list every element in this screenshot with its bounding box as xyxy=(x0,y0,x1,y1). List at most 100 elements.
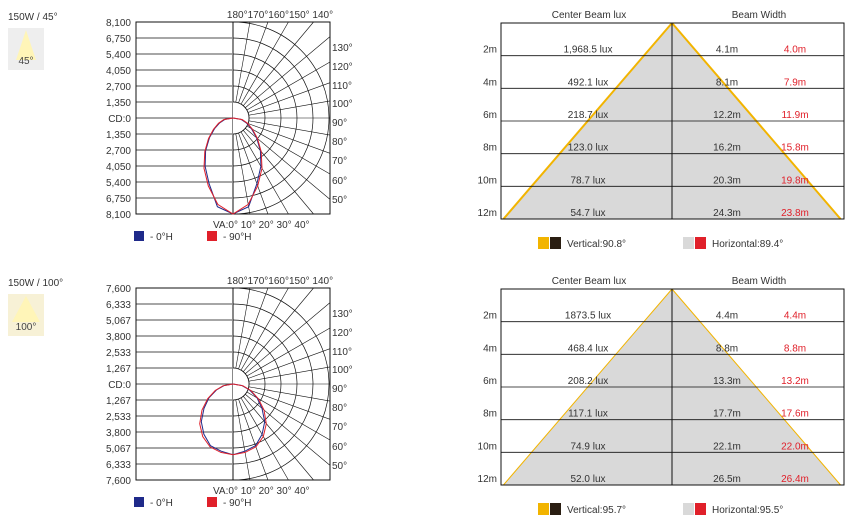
beam-width-vertical: 17.7m xyxy=(713,409,741,420)
legend-swatch xyxy=(683,503,694,515)
beam-width-vertical: 20.3m xyxy=(713,175,741,186)
right-angle-label: 50° xyxy=(332,461,347,472)
polar-spoke xyxy=(235,133,251,215)
right-angle-label: 60° xyxy=(332,176,347,187)
intensity-label: 2,533 xyxy=(106,348,131,359)
beam-width-vertical: 4.4m xyxy=(716,311,738,322)
polar-spoke xyxy=(248,366,331,382)
intensity-label: 8,100 xyxy=(106,18,131,29)
polar-spoke xyxy=(235,399,251,481)
beam-width-horizontal: 23.8m xyxy=(781,208,809,219)
intensity-label: 6,333 xyxy=(106,300,131,311)
beam-width-vertical: 13.3m xyxy=(713,376,741,387)
legend-vertical: Vertical:90.8° xyxy=(567,239,626,250)
intensity-label: 3,800 xyxy=(106,428,131,439)
beam-width-horizontal: 11.9m xyxy=(781,110,808,121)
polar-spoke xyxy=(240,131,289,215)
legend-swatch xyxy=(207,231,217,241)
bottom-angle-labels: VA:0° 10° 20° 30° 40° xyxy=(213,486,310,497)
center-lux-value: 78.7 lux xyxy=(570,175,605,186)
legend-horizontal: Horizontal:95.5° xyxy=(712,505,783,516)
beam-table: Center Beam lux Beam Width 2m 1,968.5 lux 4.… xyxy=(478,10,845,250)
beam-width-horizontal: 22.0m xyxy=(781,441,809,452)
center-lux-value: 1873.5 lux xyxy=(565,311,611,322)
right-angle-label: 90° xyxy=(332,384,347,395)
legend-swatch xyxy=(134,231,144,241)
beam-width-horizontal: 15.8m xyxy=(781,143,809,154)
polar-spoke xyxy=(246,327,331,377)
center-lux-value: 468.4 lux xyxy=(568,343,609,354)
right-angle-label: 60° xyxy=(332,442,347,453)
polar-spoke xyxy=(238,132,269,215)
right-angle-label: 50° xyxy=(332,195,347,206)
right-angle-label: 110° xyxy=(332,347,352,358)
beam-width-vertical: 8.8m xyxy=(716,343,738,354)
polar-spoke xyxy=(243,287,314,372)
right-angle-label: 80° xyxy=(332,137,347,148)
beam-width-horizontal: 19.8m xyxy=(781,175,809,186)
polar-spoke xyxy=(247,123,331,154)
beam-angle-icon: 100° xyxy=(8,294,44,336)
right-angle-label: 110° xyxy=(332,81,352,92)
legend-swatch xyxy=(550,503,561,515)
beam-width-vertical: 16.2m xyxy=(713,143,741,154)
center-lux-value: 52.0 lux xyxy=(570,474,605,485)
polar-spoke xyxy=(246,61,331,111)
right-angle-label: 100° xyxy=(332,99,353,110)
intensity-label: 2,700 xyxy=(106,146,131,157)
polar-spoke xyxy=(247,82,331,113)
intensity-label: CD:0 xyxy=(108,380,131,391)
intensity-label: 5,067 xyxy=(106,316,131,327)
polar-spoke xyxy=(245,394,331,466)
legend-swatch xyxy=(695,237,706,249)
legend-swatch xyxy=(134,497,144,507)
polar-spoke xyxy=(248,100,331,116)
intensity-label: 6,750 xyxy=(106,194,131,205)
intensity-label: 3,800 xyxy=(106,332,131,343)
polar-spoke xyxy=(243,130,314,215)
polar-spoke xyxy=(248,120,331,136)
intensity-label: 1,350 xyxy=(106,98,131,109)
polar-spoke xyxy=(240,287,289,371)
col-header-lux: Center Beam lux xyxy=(552,10,626,21)
beam-width-horizontal: 17.6m xyxy=(781,409,809,420)
center-lux-value: 117.1 lux xyxy=(568,409,608,420)
beam-width-horizontal: 4.4m xyxy=(784,311,806,322)
curve-90h xyxy=(199,383,267,456)
beam-width-horizontal: 7.9m xyxy=(784,77,806,88)
beam-width-vertical: 12.2m xyxy=(713,110,741,121)
intensity-label: 2,533 xyxy=(106,412,131,423)
legend-swatch xyxy=(695,503,706,515)
polar-spoke xyxy=(246,391,331,441)
right-angle-label: 90° xyxy=(332,118,347,129)
polar-spoke xyxy=(245,302,331,374)
polar-spoke xyxy=(247,389,331,420)
polar-spoke xyxy=(243,21,314,106)
intensity-label: 6,750 xyxy=(106,34,131,45)
polar-spoke xyxy=(243,396,314,481)
intensity-label: 1,267 xyxy=(106,396,131,407)
beam-width-vertical: 24.3m xyxy=(713,208,741,219)
distance-label: 8m xyxy=(483,143,497,154)
center-lux-value: 208.2 lux xyxy=(568,376,609,387)
col-header-width: Beam Width xyxy=(732,276,786,287)
intensity-label: 1,350 xyxy=(106,130,131,141)
beam-angle-icon-cone xyxy=(12,296,40,322)
polar-spoke xyxy=(245,36,331,108)
polar-inner-ring xyxy=(232,101,250,135)
beam-angle-icon: 45° xyxy=(8,28,44,70)
intensity-label: 5,400 xyxy=(106,178,131,189)
polar-diagram: 8,100 6,750 5,400 4,050 2,700 1,350 CD:0 1,350 2… xyxy=(106,10,353,243)
distance-label: 4m xyxy=(483,77,497,88)
center-lux-value: 1,968.5 lux xyxy=(564,45,613,56)
distance-label: 6m xyxy=(483,110,497,121)
center-lux-value: 123.0 lux xyxy=(568,143,609,154)
legend-90h: - 90°H xyxy=(223,498,251,509)
center-lux-value: 74.9 lux xyxy=(570,441,605,452)
polar-spoke xyxy=(246,125,331,175)
polar-spoke xyxy=(248,386,331,402)
beam-width-horizontal: 26.4m xyxy=(781,474,809,485)
bottom-angle-labels: VA:0° 10° 20° 30° 40° xyxy=(213,220,310,231)
beam-width-vertical: 4.1m xyxy=(716,45,738,56)
center-lux-value: 492.1 lux xyxy=(568,77,609,88)
